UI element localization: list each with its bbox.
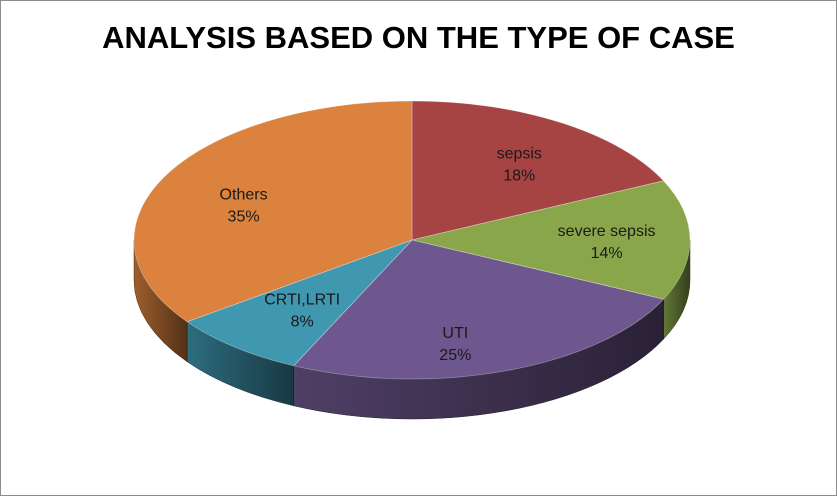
chart-title: ANALYSIS BASED ON THE TYPE OF CASE [102, 20, 735, 55]
slice-value-sepsis: 18% [503, 168, 535, 185]
slice-value-others: 35% [228, 208, 260, 225]
slice-value-crti-lrti: 8% [291, 314, 314, 331]
slice-label-uti: UTI [442, 325, 468, 342]
pie-slice-severe-sepsis [411, 180, 691, 300]
slice-label-sepsis: sepsis [497, 146, 542, 163]
slice-value-uti: 25% [439, 347, 471, 364]
pie-slice-crti-lrti [186, 239, 413, 367]
pie-slice-uti [292, 239, 665, 380]
pie-slice-sepsis [411, 100, 665, 241]
slice-label-others: Others [220, 186, 268, 203]
pie-slice-others [133, 100, 413, 323]
slice-value-severe-sepsis: 14% [591, 245, 623, 262]
slice-label-crti-lrti: CRTI,LRTI [264, 292, 340, 309]
slice-label-severe-sepsis: severe sepsis [558, 223, 656, 240]
